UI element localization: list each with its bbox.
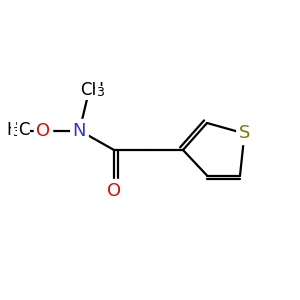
Text: 3: 3 xyxy=(96,86,104,99)
Text: CH: CH xyxy=(80,81,104,99)
Text: O: O xyxy=(107,182,121,200)
Text: C: C xyxy=(18,121,29,139)
Text: H: H xyxy=(6,121,19,139)
Text: 3: 3 xyxy=(12,126,20,139)
Text: O: O xyxy=(36,122,51,140)
Text: N: N xyxy=(73,122,86,140)
Text: S: S xyxy=(239,124,250,142)
